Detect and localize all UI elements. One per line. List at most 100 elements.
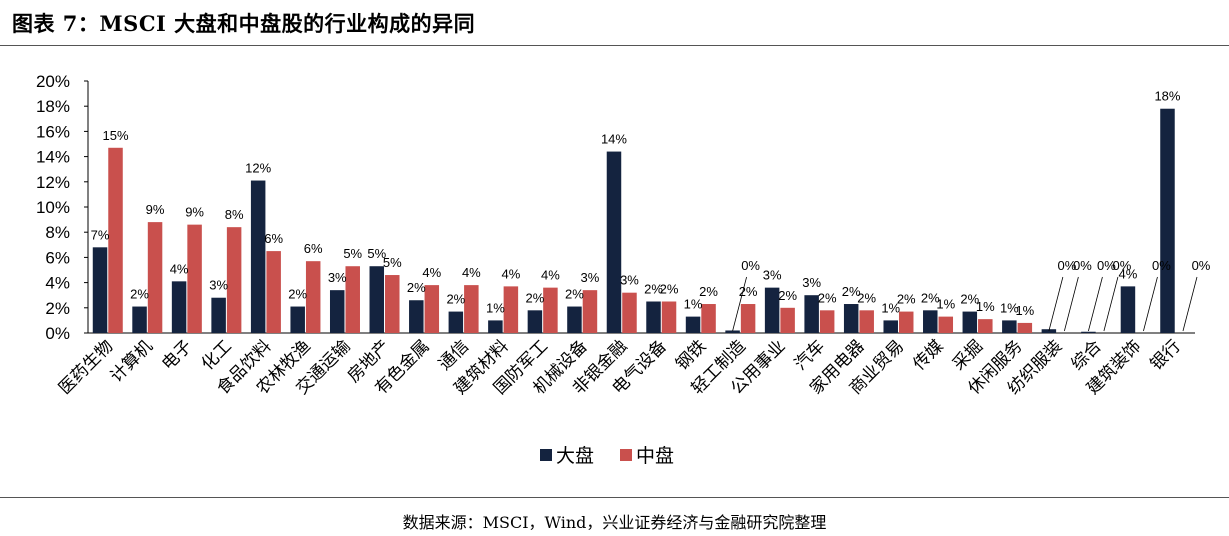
bar-mid-cap (108, 147, 123, 333)
source-note: 数据来源：MSCI，Wind，兴业证券经济与金融研究院整理 (402, 513, 827, 532)
bar-large-cap (448, 311, 464, 333)
value-label-large-cap: 1% (684, 297, 703, 312)
y-tick-label: 20% (36, 72, 70, 91)
value-label-mid-cap: 3% (581, 270, 600, 285)
x-category-label: 银行 (1147, 336, 1185, 374)
bar-mid-cap (661, 301, 677, 333)
value-label-large-cap: 3% (802, 275, 821, 290)
bar-large-cap (1041, 329, 1057, 333)
value-label-large-cap: 3% (328, 270, 347, 285)
bar-large-cap (132, 306, 147, 333)
value-label-mid-cap: 3% (620, 273, 639, 288)
bar-mid-cap (543, 287, 558, 333)
y-tick-label: 14% (36, 148, 70, 167)
label-leader-line (1182, 276, 1198, 332)
value-label-mid-cap: 1% (936, 297, 955, 312)
value-label-mid-cap: 5% (383, 255, 402, 270)
bar-large-cap (923, 310, 938, 333)
value-label-mid-cap: 1% (1015, 303, 1034, 318)
bar-mid-cap (938, 316, 954, 333)
bar-mid-cap (701, 304, 716, 333)
value-label-large-cap: 14% (601, 132, 627, 147)
bar-large-cap (250, 180, 266, 333)
bar-large-cap (329, 290, 345, 333)
bar-large-cap (962, 311, 978, 333)
y-tick-label: 6% (45, 248, 70, 267)
bars (92, 108, 1175, 333)
bar-mid-cap (187, 224, 202, 333)
bar-large-cap (1081, 331, 1096, 333)
value-label-mid-cap: 2% (739, 284, 758, 299)
y-tick-label: 10% (36, 198, 70, 217)
value-label-mid-cap: 2% (857, 290, 876, 305)
bar-large-cap (764, 287, 780, 333)
bar-mid-cap (345, 266, 360, 333)
bar-mid-cap (819, 310, 835, 333)
bar-large-cap (843, 304, 859, 333)
y-tick-label: 8% (45, 223, 70, 242)
bar-mid-cap (424, 285, 440, 333)
bar-large-cap (685, 316, 701, 333)
value-label-mid-cap: 4% (541, 268, 560, 283)
bar-large-cap (725, 330, 740, 333)
value-label-large-cap: 2% (288, 287, 307, 302)
label-leader-line (732, 276, 747, 332)
value-label-large-cap: 2% (565, 287, 584, 302)
value-label-large-cap: 0% (741, 258, 760, 273)
bar-mid-cap (780, 307, 795, 333)
y-tick-label: 12% (36, 173, 70, 192)
x-category-label: 计算机 (107, 336, 157, 386)
y-tick-label: 0% (45, 324, 70, 343)
bar-mid-cap (503, 286, 519, 333)
y-tick-label: 16% (36, 122, 70, 141)
value-label-mid-cap: 9% (185, 205, 204, 220)
value-label-mid-cap: 2% (699, 284, 718, 299)
y-tick-label: 18% (36, 97, 70, 116)
bar-large-cap (92, 247, 108, 333)
value-label-large-cap: 0% (1097, 258, 1116, 273)
legend: 大盘 中盘 (540, 445, 674, 467)
value-label-large-cap: 2% (526, 290, 545, 305)
bar-large-cap (883, 320, 898, 333)
value-label-large-cap: 4% (170, 261, 189, 276)
value-label-large-cap: 1% (486, 300, 505, 315)
value-label-mid-cap: 8% (225, 207, 244, 222)
bar-mid-cap (582, 290, 598, 333)
bar-large-cap (606, 151, 622, 333)
legend-swatch-large-cap (540, 449, 552, 461)
y-tick-label: 2% (45, 299, 70, 318)
bar-large-cap (409, 300, 424, 333)
bar-mid-cap (622, 292, 637, 333)
bar-large-cap (567, 306, 582, 333)
legend-label-large-cap: 大盘 (556, 445, 594, 467)
value-label-mid-cap: 0% (1113, 258, 1132, 273)
legend-swatch-mid-cap (620, 449, 632, 461)
bar-mid-cap (1017, 322, 1033, 333)
x-category-label: 医药生物 (55, 336, 117, 398)
value-label-large-cap: 7% (91, 227, 110, 242)
value-label-large-cap: 2% (644, 282, 663, 297)
label-leader-line (1048, 276, 1064, 332)
value-label-large-cap: 1% (1000, 300, 1019, 315)
value-label-large-cap: 3% (763, 268, 782, 283)
value-label-mid-cap: 4% (462, 265, 481, 280)
value-labels: 7%15%2%9%4%9%3%8%12%6%2%6%3%5% 5%5%2%4%2%… (91, 89, 1211, 332)
bar-large-cap (211, 297, 226, 333)
bar-large-cap (1002, 320, 1017, 333)
value-label-large-cap: 18% (1154, 89, 1180, 104)
bar-large-cap (171, 281, 187, 333)
bar-large-cap (1120, 286, 1136, 333)
bar-large-cap (1160, 108, 1175, 333)
value-label-mid-cap: 2% (778, 288, 797, 303)
title-divider (0, 45, 1229, 46)
value-label-large-cap: 2% (446, 292, 465, 307)
bar-mid-cap (898, 311, 914, 333)
value-label-large-cap: 2% (130, 287, 149, 302)
bar-chart: 0%2%4%6%8%10%12%14%16%18%20% 7%15%2%9%4%… (36, 72, 1211, 467)
value-label-mid-cap: 4% (501, 266, 520, 281)
value-label-mid-cap: 0% (1192, 258, 1211, 273)
footer-divider (0, 497, 1229, 498)
value-label-large-cap: 2% (842, 284, 861, 299)
label-leader-line (1063, 276, 1079, 332)
